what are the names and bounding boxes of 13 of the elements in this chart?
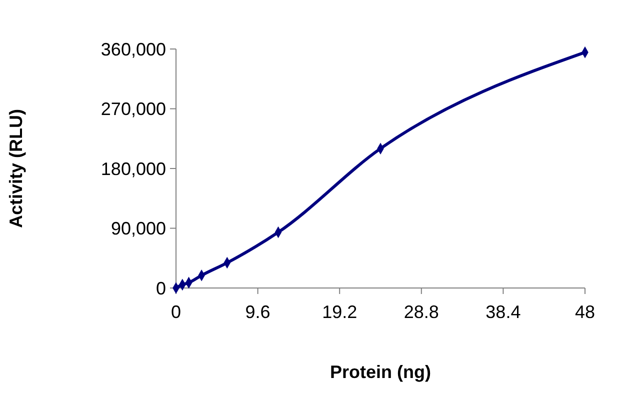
x-tick-label: 19.2 [322, 302, 358, 322]
x-tick-label: 48 [574, 302, 596, 322]
y-axis-title: Activity (RLU) [6, 108, 26, 228]
y-tick-label: 270,000 [100, 99, 166, 120]
y-tick-label: 90,000 [110, 218, 166, 239]
x-tick-label: 28.8 [404, 302, 439, 322]
y-tick-label: 0 [156, 278, 166, 298]
y-tick-label: 360,000 [100, 39, 166, 60]
x-axis-title: Protein (ng) [330, 362, 431, 382]
x-tick-label: 0 [170, 302, 182, 322]
y-tick-label: 180,000 [100, 158, 166, 179]
x-tick-label: 38.4 [486, 302, 521, 322]
x-tick-label: 9.6 [245, 302, 270, 322]
